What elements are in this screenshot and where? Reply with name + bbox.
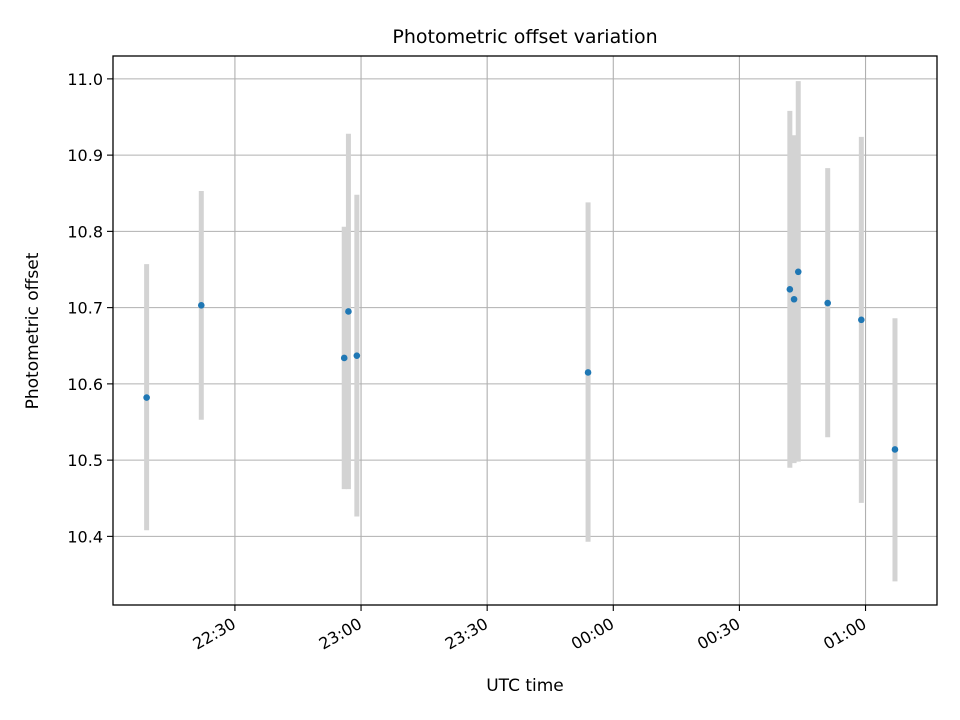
y-axis-title: Photometric offset: [23, 252, 43, 409]
y-tick-label: 11.0: [67, 70, 103, 89]
data-point: [353, 352, 361, 359]
data-point: [197, 302, 205, 309]
data-points: [143, 268, 899, 453]
data-point: [345, 308, 352, 315]
y-tick-label: 10.6: [67, 375, 103, 394]
data-point: [143, 394, 150, 401]
data-point: [786, 286, 794, 293]
plot-frame: [112, 55, 938, 606]
data-point: [794, 268, 802, 276]
y-tick-label: 10.4: [67, 527, 103, 546]
data-point: [891, 446, 899, 453]
chart-title: Photometric offset variation: [392, 26, 657, 48]
data-point: [858, 316, 865, 324]
x-axis-title: UTC time: [486, 676, 564, 696]
data-point: [824, 299, 831, 307]
y-tick-label: 10.7: [67, 299, 103, 318]
y-tick-label: 10.8: [67, 222, 103, 241]
data-point: [340, 354, 348, 362]
y-tick-label: 10.9: [67, 146, 103, 165]
y-tick-label: 10.5: [67, 451, 103, 470]
data-point: [790, 295, 798, 303]
data-point: [584, 369, 592, 376]
